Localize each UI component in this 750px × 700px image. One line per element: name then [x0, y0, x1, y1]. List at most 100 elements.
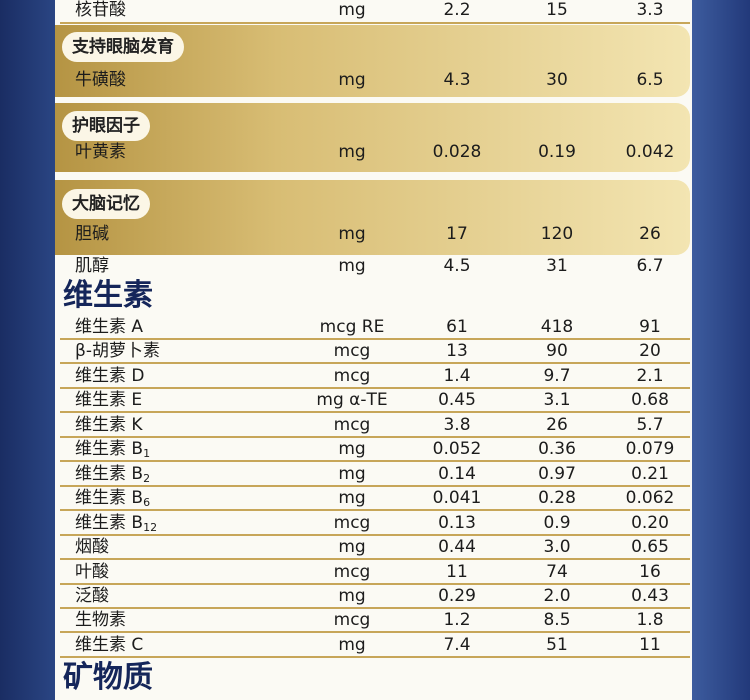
row-name: 维生素 K: [75, 414, 143, 435]
section-title: 维生素: [63, 278, 153, 313]
value: 0.14: [438, 463, 476, 484]
value: 418: [540, 317, 574, 337]
value: 74: [546, 561, 568, 582]
unit: mcg: [333, 341, 371, 362]
row-divider: [60, 22, 690, 24]
row-divider: [60, 386, 690, 389]
value: 2.1: [636, 365, 664, 386]
unit: mg: [338, 70, 366, 90]
value: 90: [546, 341, 568, 362]
value: 0.45: [438, 390, 476, 411]
unit: mcg: [333, 365, 371, 386]
value: 0.36: [538, 439, 576, 460]
unit: mg α-TE: [316, 390, 388, 411]
value: 51: [546, 634, 568, 655]
value: 15: [546, 0, 568, 20]
row-name: 泛酸: [75, 585, 109, 606]
value: 0.68: [631, 390, 669, 411]
row-name: 叶酸: [75, 561, 109, 582]
value: 0.97: [538, 463, 576, 484]
row-name: 叶黄素: [75, 142, 126, 162]
value: 0.13: [438, 512, 476, 533]
value: 120: [540, 224, 574, 244]
row-name: 烟酸: [75, 537, 109, 558]
unit: mg: [338, 142, 366, 162]
value: 3.8: [443, 414, 471, 435]
value: 8.5: [543, 610, 571, 631]
value: 4.5: [443, 256, 471, 276]
value: 7.4: [443, 634, 471, 655]
unit: mg: [338, 439, 366, 460]
value: 13: [446, 341, 468, 362]
value: 0.28: [538, 488, 576, 509]
value: 11: [639, 634, 661, 655]
value: 0.65: [631, 537, 669, 558]
value: 0.21: [631, 463, 669, 484]
row-divider: [60, 411, 690, 414]
unit: mg: [338, 634, 366, 655]
unit: mg: [338, 0, 366, 20]
unit: mcg: [333, 512, 371, 533]
row-name: 维生素 C: [75, 634, 144, 655]
row-divider: [60, 631, 690, 634]
row-divider: [60, 460, 690, 463]
value: 0.079: [625, 439, 675, 460]
value: 0.028: [432, 142, 482, 162]
value: 31: [546, 256, 568, 276]
value: 0.20: [631, 512, 669, 533]
unit: mcg: [333, 561, 371, 582]
row-divider: [60, 582, 690, 585]
row-name: 维生素 B1: [75, 439, 151, 461]
value: 1.2: [443, 610, 471, 631]
value: 0.9: [543, 512, 571, 533]
subscript: 6: [143, 496, 151, 510]
unit: mg: [338, 224, 366, 244]
value: 0.29: [438, 585, 476, 606]
group-label: 支持眼脑发育: [62, 32, 184, 62]
value: 20: [639, 341, 661, 362]
value: 0.44: [438, 537, 476, 558]
row-divider: [60, 606, 690, 609]
value: 3.3: [636, 0, 664, 20]
row-name: 维生素 B12: [75, 512, 158, 534]
row-divider: [60, 655, 690, 658]
value: 91: [639, 317, 661, 337]
value: 16: [639, 561, 661, 582]
row-divider: [60, 484, 690, 487]
unit: mg: [338, 537, 366, 558]
row-name: 核苷酸: [75, 0, 126, 20]
unit: mcg: [333, 414, 371, 435]
row-divider: [60, 362, 690, 365]
row-name: β-胡萝卜素: [75, 341, 160, 362]
value: 2.2: [443, 0, 471, 20]
unit: mcg: [333, 610, 371, 631]
row-name: 维生素 B2: [75, 463, 151, 485]
value: 26: [546, 414, 568, 435]
value: 17: [446, 224, 468, 244]
value: 0.43: [631, 585, 669, 606]
value: 61: [446, 317, 468, 337]
group-label: 护眼因子: [62, 111, 150, 141]
subscript: 2: [143, 471, 151, 485]
value: 9.7: [543, 365, 571, 386]
subscript: 12: [143, 520, 158, 534]
unit: mg: [338, 463, 366, 484]
row-divider: [60, 533, 690, 536]
row-divider: [60, 558, 690, 561]
row-name: 维生素 E: [75, 390, 143, 411]
highlight-box: [55, 180, 690, 255]
unit: mg: [338, 256, 366, 276]
value: 4.3: [443, 70, 471, 90]
value: 1.4: [443, 365, 471, 386]
row-name: 胆碱: [75, 224, 109, 244]
value: 26: [639, 224, 661, 244]
row-divider: [60, 338, 690, 340]
value: 30: [546, 70, 568, 90]
row-name: 维生素 D: [75, 365, 145, 386]
unit: mg: [338, 585, 366, 606]
unit: mg: [338, 488, 366, 509]
subscript: 1: [143, 447, 151, 461]
value: 2.0: [543, 585, 571, 606]
value: 6.5: [636, 70, 664, 90]
